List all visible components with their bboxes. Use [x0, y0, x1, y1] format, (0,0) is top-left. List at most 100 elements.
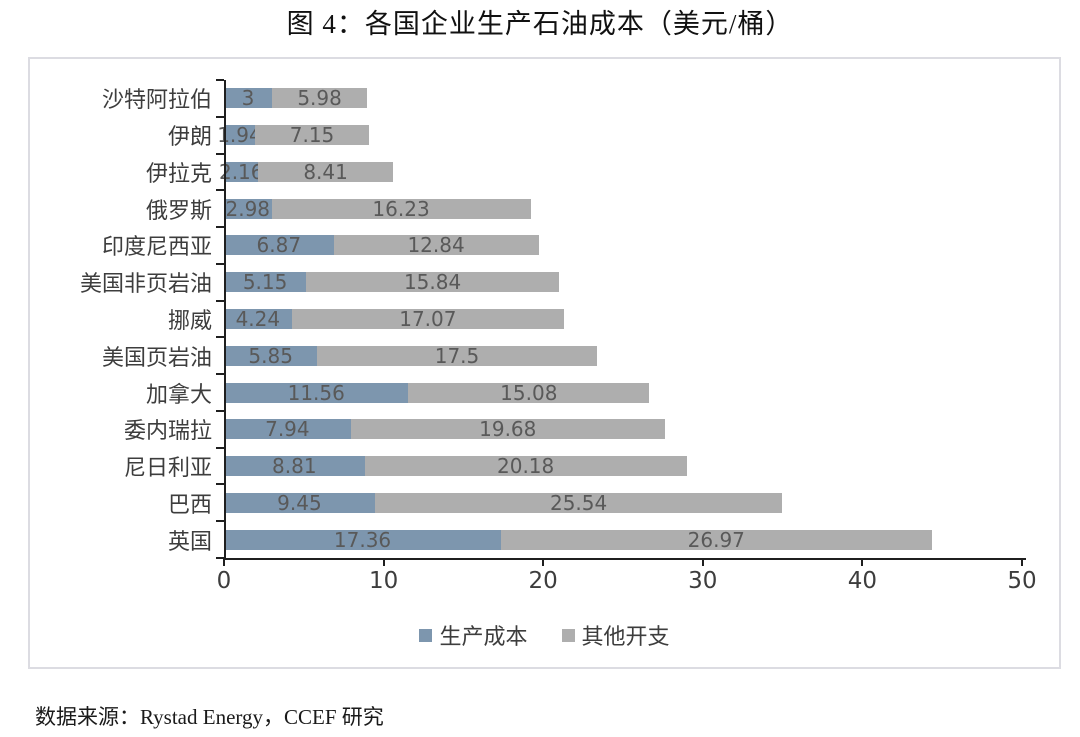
y-axis-line — [224, 80, 226, 560]
bar-value-label: 5.85 — [248, 343, 293, 368]
bar-row: 俄罗斯 2.98 16.23 — [30, 190, 1022, 227]
legend-label: 生产成本 — [439, 625, 528, 650]
category-label: 美国非页岩油 — [79, 272, 212, 298]
bar-segment-other-expense: 17.07 — [291, 306, 565, 331]
bar-segment-production-cost: 4.24 — [224, 306, 292, 331]
bar-segment-other-expense: 19.68 — [350, 419, 665, 440]
bar-row: 伊拉克 2.16 8.41 — [30, 154, 1022, 191]
category-label: 美国页岩油 — [101, 345, 212, 371]
x-axis-tick-label: 10 — [368, 568, 399, 594]
x-axis-tick — [223, 558, 225, 566]
bar-row: 巴西 9.45 25.54 — [30, 484, 1022, 521]
bar-row: 沙特阿拉伯 3 5.98 — [30, 80, 1022, 117]
stacked-bar: 7.94 19.68 — [224, 417, 665, 442]
chart-title: 图 4：各国企业生产石油成本（美元/桶） — [286, 9, 794, 39]
y-axis-tick — [216, 483, 224, 486]
category-label: 加拿大 — [145, 382, 212, 408]
category-label: 伊朗 — [167, 125, 212, 151]
bar-value-label: 4.24 — [235, 306, 281, 331]
legend-item: 其他开支 — [561, 619, 670, 651]
bar-value-label: 8.41 — [303, 159, 348, 184]
y-axis-tick — [216, 189, 224, 192]
x-axis-tick — [1021, 558, 1023, 566]
category-label: 英国 — [167, 529, 212, 555]
chart-area: 沙特阿拉伯 3 5.98 伊朗 1.94 7.15 伊拉克 2.16 8.41 俄罗斯 2.98 16… — [28, 57, 1061, 669]
bar-value-label: 9.45 — [277, 490, 322, 515]
bar-value-label: 25.54 — [549, 490, 608, 515]
category-label: 伊拉克 — [145, 161, 212, 187]
y-axis-tick — [216, 226, 224, 229]
bar-row: 尼日利亚 8.81 20.18 — [30, 448, 1022, 485]
x-axis-tick-label: 0 — [216, 568, 232, 594]
bar-value-label: 3 — [241, 86, 255, 111]
legend-swatch-icon — [561, 628, 575, 642]
stacked-bar: 2.98 16.23 — [224, 196, 531, 221]
stacked-bar: 3 5.98 — [224, 86, 368, 111]
bar-segment-production-cost: 1.94 — [217, 125, 262, 146]
bar-row: 委内瑞拉 7.94 19.68 — [30, 411, 1022, 448]
y-axis-tick — [216, 152, 224, 155]
legend-swatch-icon — [419, 628, 433, 642]
bar-row: 加拿大 11.56 15.08 — [30, 374, 1022, 411]
stacked-bar: 6.87 12.84 — [224, 233, 539, 258]
bar-segment-other-expense: 17.5 — [317, 343, 597, 368]
stacked-bar: 5.15 15.84 — [224, 270, 559, 295]
x-axis-tick-label: 30 — [688, 568, 718, 594]
bar-segment-other-expense: 15.08 — [408, 380, 650, 405]
legend: 生产成本 其他开支 — [30, 619, 1059, 651]
bar-segment-production-cost: 9.45 — [224, 490, 375, 515]
bars-plot: 沙特阿拉伯 3 5.98 伊朗 1.94 7.15 伊拉克 2.16 8.41 俄罗斯 2.98 16… — [30, 80, 1022, 558]
x-axis-tick — [542, 558, 545, 566]
bar-segment-production-cost: 7.94 — [224, 417, 351, 442]
bar-segment-other-expense: 16.23 — [271, 196, 531, 221]
stacked-bar: 11.56 15.08 — [224, 380, 650, 405]
bar-segment-other-expense: 26.97 — [501, 529, 932, 550]
bar-value-label: 5.15 — [242, 270, 288, 295]
bar-value-label: 17.07 — [399, 306, 457, 331]
y-axis-tick — [216, 557, 224, 559]
bar-segment-production-cost: 17.36 — [224, 527, 502, 552]
stacked-bar: 5.85 17.5 — [224, 343, 597, 368]
bar-segment-production-cost: 2.16 — [219, 161, 264, 182]
stacked-bar: 17.36 26.97 — [224, 527, 932, 552]
bar-row: 英国 17.36 26.97 — [30, 521, 1022, 558]
bar-value-label: 16.23 — [372, 196, 430, 221]
bar-value-label: 11.56 — [287, 380, 345, 405]
bar-segment-other-expense: 15.84 — [306, 272, 559, 293]
x-axis-tick-label: 40 — [847, 568, 878, 594]
bar-value-label: 7.94 — [265, 417, 310, 442]
bar-segment-production-cost: 2.98 — [224, 198, 272, 219]
bar-row: 美国页岩油 5.85 17.5 — [30, 337, 1022, 374]
stacked-bar: 8.81 20.18 — [224, 454, 687, 479]
bar-value-label: 6.87 — [256, 233, 302, 258]
y-axis-tick — [216, 262, 224, 265]
y-axis-tick — [216, 446, 224, 449]
category-label: 俄罗斯 — [145, 198, 212, 224]
bar-value-label: 12.84 — [407, 233, 465, 258]
bar-value-label: 20.18 — [496, 454, 555, 479]
bar-segment-other-expense: 7.15 — [254, 125, 370, 146]
legend-label: 其他开支 — [581, 625, 670, 650]
bar-row: 伊朗 1.94 7.15 — [30, 117, 1022, 154]
bar-segment-other-expense: 8.41 — [258, 159, 393, 184]
x-axis-tick — [861, 558, 864, 566]
bar-row: 美国非页岩油 5.15 15.84 — [30, 264, 1022, 301]
y-axis-tick — [216, 299, 224, 302]
bar-segment-other-expense: 5.98 — [271, 88, 368, 109]
y-axis-tick — [216, 520, 224, 523]
bar-segment-production-cost: 6.87 — [224, 233, 334, 258]
category-label: 印度尼西亚 — [101, 235, 212, 261]
bar-value-label: 17.5 — [434, 343, 480, 368]
legend-item: 生产成本 — [419, 619, 528, 651]
stacked-bar: 4.24 17.07 — [224, 306, 565, 331]
bar-segment-production-cost: 11.56 — [224, 380, 409, 405]
x-axis-line — [224, 558, 1026, 560]
bar-value-label: 15.08 — [500, 380, 558, 405]
bar-segment-other-expense: 12.84 — [333, 233, 539, 258]
category-label: 尼日利亚 — [123, 456, 212, 482]
bar-segment-production-cost: 5.85 — [224, 343, 318, 368]
y-axis-tick — [216, 336, 224, 339]
bar-value-label: 17.36 — [333, 527, 392, 552]
bar-row: 挪威 4.24 17.07 — [30, 301, 1022, 338]
bar-value-label: 8.81 — [272, 454, 317, 479]
